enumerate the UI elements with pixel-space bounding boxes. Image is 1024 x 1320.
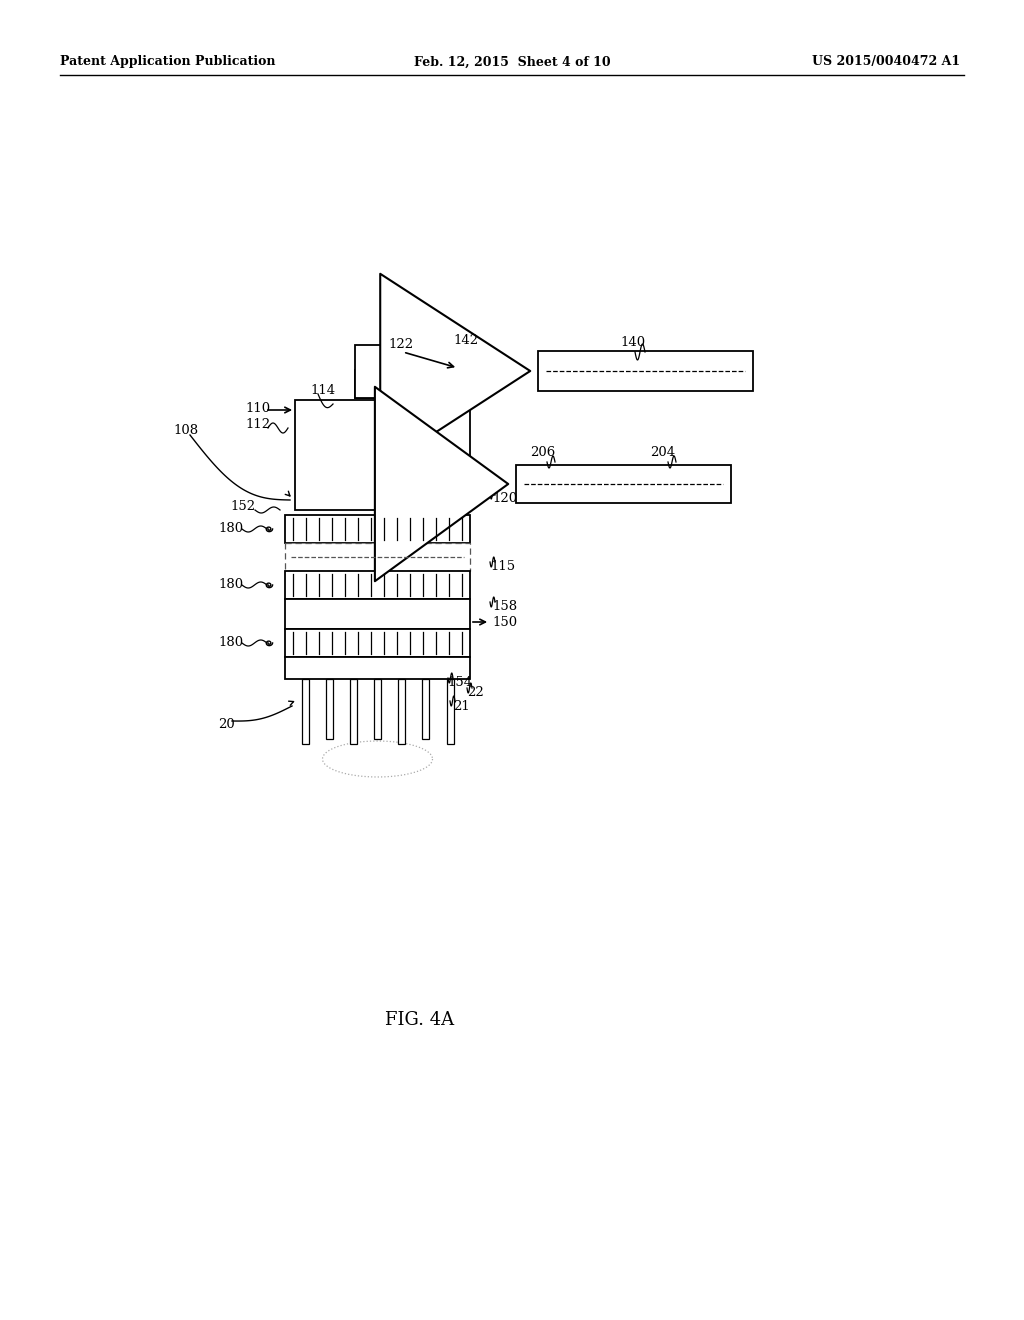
Text: 110: 110 <box>245 401 270 414</box>
Bar <box>446 678 454 744</box>
Text: 206: 206 <box>530 446 555 459</box>
Bar <box>538 351 753 391</box>
Text: 122: 122 <box>388 338 413 351</box>
Bar <box>326 678 333 739</box>
Text: US 2015/0040472 A1: US 2015/0040472 A1 <box>812 55 961 69</box>
Bar <box>422 678 429 739</box>
Text: Feb. 12, 2015  Sheet 4 of 10: Feb. 12, 2015 Sheet 4 of 10 <box>414 55 610 69</box>
Text: 180: 180 <box>218 636 243 649</box>
Bar <box>285 599 470 630</box>
Bar <box>350 678 356 744</box>
Text: 20: 20 <box>218 718 234 730</box>
Bar <box>374 678 381 739</box>
Text: 142: 142 <box>453 334 478 346</box>
Text: 112: 112 <box>245 418 270 432</box>
Text: 22: 22 <box>467 686 483 700</box>
Text: 140: 140 <box>620 337 645 350</box>
Polygon shape <box>495 363 515 379</box>
Text: 150: 150 <box>492 615 517 628</box>
Bar <box>285 572 470 599</box>
Bar <box>355 370 415 399</box>
Text: 114: 114 <box>310 384 335 396</box>
Text: Patent Application Publication: Patent Application Publication <box>60 55 275 69</box>
Text: 152: 152 <box>230 500 255 513</box>
Bar <box>398 678 406 744</box>
Bar <box>301 678 308 744</box>
Text: 120: 120 <box>492 491 517 504</box>
Text: 180: 180 <box>218 523 243 536</box>
Bar <box>516 465 731 503</box>
Text: 108: 108 <box>173 424 198 437</box>
Text: FIG. 4A: FIG. 4A <box>385 1011 455 1030</box>
Text: 115: 115 <box>490 561 515 573</box>
Bar <box>285 515 470 543</box>
Bar <box>455 356 495 385</box>
Bar <box>285 630 470 657</box>
Bar <box>295 400 470 510</box>
Bar <box>285 543 470 572</box>
Bar <box>355 345 455 399</box>
Text: 154: 154 <box>447 676 472 689</box>
Text: 158: 158 <box>492 599 517 612</box>
Bar <box>285 657 470 678</box>
Text: 180: 180 <box>218 578 243 591</box>
Text: 21: 21 <box>453 700 470 713</box>
Text: 204: 204 <box>650 446 675 459</box>
